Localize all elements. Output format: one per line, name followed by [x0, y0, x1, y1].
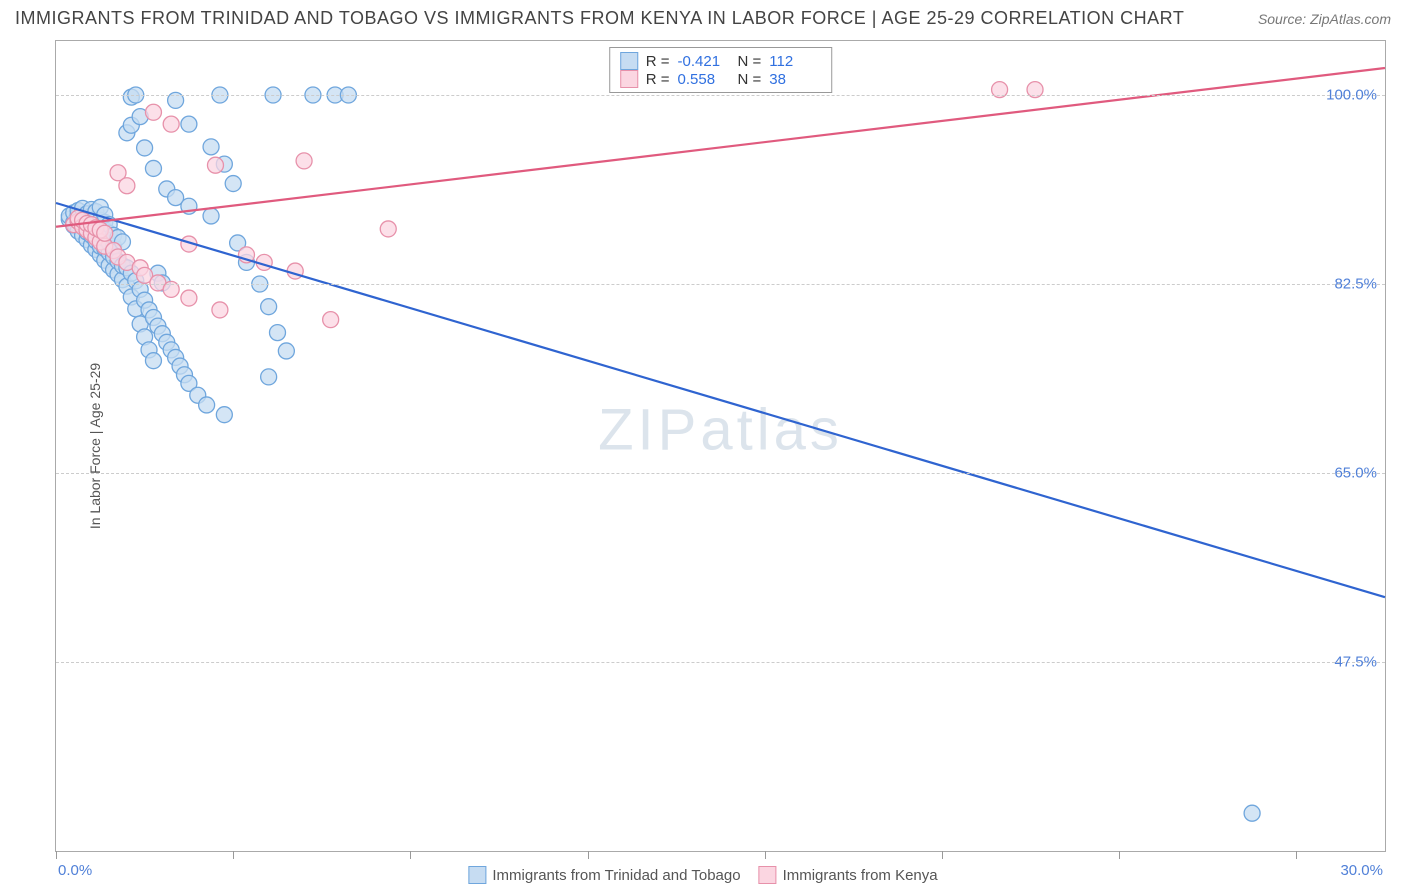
N-label: N =	[738, 71, 762, 88]
x-tick	[1296, 851, 1297, 859]
scatter-point	[181, 116, 197, 132]
y-tick-label: 82.5%	[1334, 276, 1377, 293]
x-axis-min-label: 0.0%	[58, 862, 92, 879]
scatter-point	[380, 221, 396, 237]
scatter-point	[278, 343, 294, 359]
scatter-point	[296, 153, 312, 169]
scatter-point	[207, 157, 223, 173]
legend-swatch-series2	[759, 866, 777, 884]
scatter-point	[199, 397, 215, 413]
scatter-point	[163, 116, 179, 132]
gridline	[56, 95, 1385, 96]
scatter-point	[323, 312, 339, 328]
y-tick-label: 47.5%	[1334, 654, 1377, 671]
legend-label-series2: Immigrants from Kenya	[783, 867, 938, 884]
legend-item-series1: Immigrants from Trinidad and Tobago	[468, 866, 740, 884]
scatter-point	[145, 353, 161, 369]
legend-label-series1: Immigrants from Trinidad and Tobago	[492, 867, 740, 884]
scatter-point	[1244, 805, 1260, 821]
legend-item-series2: Immigrants from Kenya	[759, 866, 938, 884]
series-legend: Immigrants from Trinidad and Tobago Immi…	[468, 866, 937, 884]
scatter-point	[261, 369, 277, 385]
chart-plot-area: ZIPatlas R = -0.421 N = 112 R = 0.558 N …	[55, 40, 1386, 852]
scatter-point	[203, 208, 219, 224]
N-value-series1: 112	[769, 53, 821, 70]
R-label: R =	[646, 53, 670, 70]
x-tick	[765, 851, 766, 859]
gridline	[56, 662, 1385, 663]
trend-line	[56, 203, 1385, 597]
scatter-point	[181, 290, 197, 306]
R-label: R =	[646, 71, 670, 88]
N-value-series2: 38	[769, 71, 821, 88]
y-tick-label: 65.0%	[1334, 465, 1377, 482]
scatter-point	[225, 176, 241, 192]
R-value-series2: 0.558	[678, 71, 730, 88]
swatch-series1	[620, 52, 638, 70]
scatter-point	[261, 299, 277, 315]
chart-svg	[56, 41, 1385, 851]
chart-source: Source: ZipAtlas.com	[1258, 11, 1391, 27]
scatter-point	[145, 160, 161, 176]
x-tick	[942, 851, 943, 859]
swatch-series2	[620, 70, 638, 88]
scatter-point	[212, 302, 228, 318]
legend-swatch-series1	[468, 866, 486, 884]
x-axis-max-label: 30.0%	[1340, 862, 1383, 879]
x-tick	[410, 851, 411, 859]
chart-title: IMMIGRANTS FROM TRINIDAD AND TOBAGO VS I…	[15, 8, 1184, 29]
x-tick	[56, 851, 57, 859]
chart-header: IMMIGRANTS FROM TRINIDAD AND TOBAGO VS I…	[15, 8, 1391, 29]
R-value-series1: -0.421	[678, 53, 730, 70]
scatter-point	[203, 139, 219, 155]
y-tick-label: 100.0%	[1326, 87, 1377, 104]
gridline	[56, 473, 1385, 474]
scatter-point	[119, 178, 135, 194]
N-label: N =	[738, 53, 762, 70]
x-tick	[1119, 851, 1120, 859]
correlation-stats-box: R = -0.421 N = 112 R = 0.558 N = 38	[609, 47, 833, 93]
scatter-point	[137, 140, 153, 156]
x-tick	[233, 851, 234, 859]
scatter-point	[145, 104, 161, 120]
stats-row-series1: R = -0.421 N = 112	[620, 52, 822, 70]
stats-row-series2: R = 0.558 N = 38	[620, 70, 822, 88]
gridline	[56, 284, 1385, 285]
scatter-point	[97, 225, 113, 241]
scatter-point	[270, 325, 286, 341]
x-tick	[588, 851, 589, 859]
scatter-point	[216, 407, 232, 423]
